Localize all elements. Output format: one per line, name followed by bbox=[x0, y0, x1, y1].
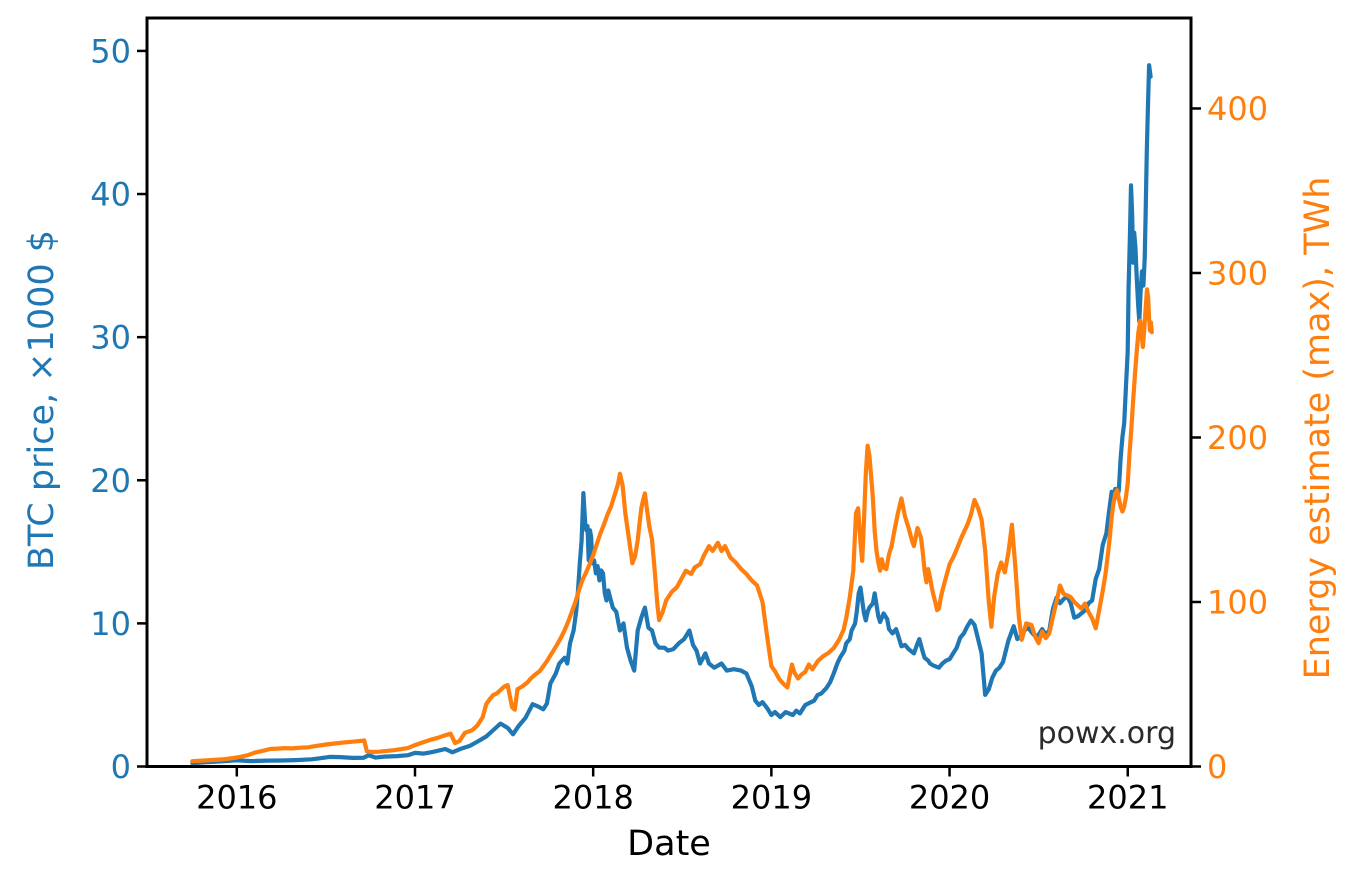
y-axis-label-left: BTC price, ×1000 $ bbox=[22, 229, 62, 571]
watermark-text: powx.org bbox=[1037, 716, 1176, 751]
y-left-tick-label: 0 bbox=[111, 748, 131, 786]
x-axis-label: Date bbox=[627, 824, 711, 864]
x-tick-label: 2020 bbox=[909, 779, 990, 817]
y-right-tick-label: 400 bbox=[1207, 90, 1268, 128]
y-right-tick-label: 100 bbox=[1207, 584, 1268, 622]
x-tick-label: 2018 bbox=[552, 779, 633, 817]
plot-frame bbox=[145, 16, 1193, 768]
y-right-tick-label: 0 bbox=[1207, 748, 1227, 786]
y-left-tick-label: 10 bbox=[90, 605, 131, 643]
btc-price-line bbox=[190, 63, 1153, 766]
x-tick-label: 2021 bbox=[1087, 779, 1168, 817]
y-right-tick-label: 200 bbox=[1207, 419, 1268, 457]
y-right-tick-label: 300 bbox=[1207, 255, 1268, 293]
x-tick-label: 2016 bbox=[196, 779, 277, 817]
y-left-tick-label: 40 bbox=[90, 176, 131, 214]
y-left-tick-label: 30 bbox=[90, 319, 131, 357]
x-tick-label: 2017 bbox=[374, 779, 455, 817]
y-left-tick-label: 20 bbox=[90, 462, 131, 500]
y-axis-label-right: Energy estimate (max), TWh bbox=[1298, 176, 1338, 680]
x-tick-label: 2019 bbox=[731, 779, 812, 817]
y-left-tick-label: 50 bbox=[90, 32, 131, 70]
energy-estimate-line bbox=[190, 287, 1154, 764]
